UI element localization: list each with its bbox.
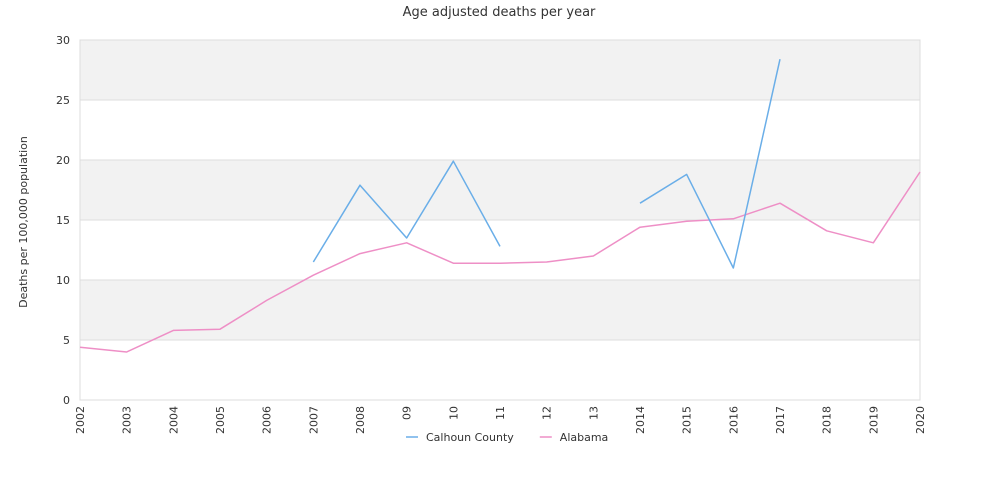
x-tick-label: 2008 xyxy=(354,406,367,434)
band-25-30 xyxy=(80,40,920,100)
y-tick-label: 30 xyxy=(56,34,70,47)
x-tick-label: 2016 xyxy=(727,406,740,434)
x-axis-ticks: 2002 2003 2004 2005 2006 2007 2008 09 10 11 12 13 20… xyxy=(74,406,927,434)
legend-label: Alabama xyxy=(560,431,609,444)
legend-item-alabama: Alabama xyxy=(539,431,609,444)
y-tick-label: 0 xyxy=(63,394,70,407)
y-tick-label: 10 xyxy=(56,274,70,287)
x-tick-label: 10 xyxy=(447,406,460,420)
x-tick-label: 2005 xyxy=(214,406,227,434)
x-tick-label: 2006 xyxy=(261,406,274,434)
y-tick-label: 20 xyxy=(56,154,70,167)
series-calhoun-county xyxy=(312,59,781,269)
x-tick-label: 2004 xyxy=(167,406,180,434)
chart-title: Age adjusted deaths per year xyxy=(403,5,596,20)
band-10-15 xyxy=(80,220,920,280)
y-axis-ticks: 0 5 10 15 20 25 30 xyxy=(56,34,70,407)
x-tick-label: 2019 xyxy=(867,406,880,434)
legend-label: Calhoun County xyxy=(426,431,514,444)
y-tick-label: 15 xyxy=(56,214,70,227)
x-tick-label: 13 xyxy=(587,406,600,420)
series-line-segment xyxy=(639,59,781,269)
x-tick-label: 2020 xyxy=(914,406,927,434)
band-0-5 xyxy=(80,340,920,400)
x-tick-label: 09 xyxy=(401,406,414,420)
x-tick-label: 2002 xyxy=(74,406,87,434)
y-tick-label: 25 xyxy=(56,94,70,107)
band-20-25 xyxy=(80,100,920,160)
y-tick-label: 5 xyxy=(63,334,70,347)
series-alabama xyxy=(79,171,921,353)
band-5-10 xyxy=(80,280,920,340)
series-line-segment xyxy=(79,171,921,353)
x-tick-label: 12 xyxy=(541,406,554,420)
series-layer xyxy=(79,59,921,353)
x-tick-label: 2003 xyxy=(121,406,134,434)
x-tick-label: 2015 xyxy=(681,406,694,434)
plot-border xyxy=(79,39,921,401)
legend-item-calhoun-county: Calhoun County xyxy=(406,431,514,444)
x-tick-label: 2018 xyxy=(821,406,834,434)
background-bands xyxy=(80,40,920,400)
y-axis-label: Deaths per 100,000 population xyxy=(17,136,30,308)
x-tick-label: 11 xyxy=(494,406,507,420)
legend: Calhoun County Alabama xyxy=(406,431,608,444)
x-tick-label: 2014 xyxy=(634,406,647,434)
band-15-20 xyxy=(80,160,920,220)
x-tick-label: 2017 xyxy=(774,406,787,434)
series-line-segment xyxy=(312,160,501,263)
x-tick-label: 2007 xyxy=(307,406,320,434)
